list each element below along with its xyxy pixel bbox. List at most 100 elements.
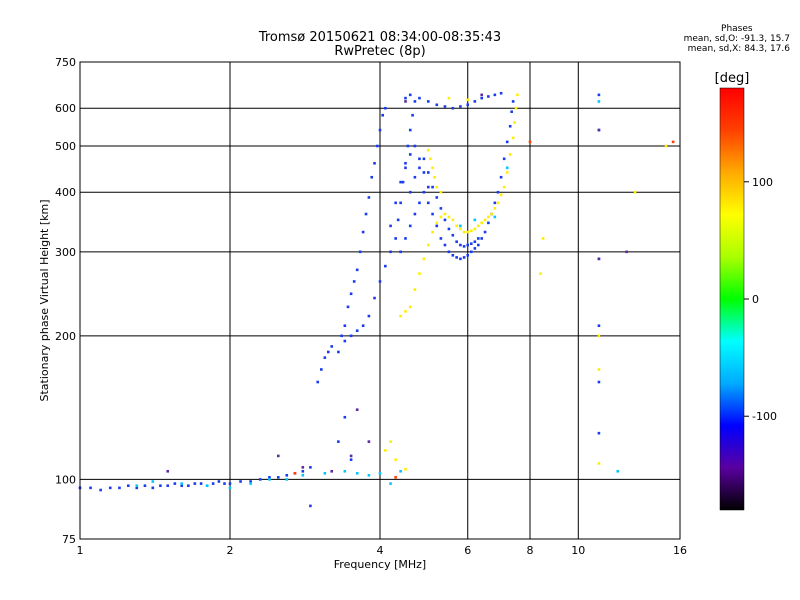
- data-point: [399, 201, 402, 205]
- grid-lines: [79, 61, 681, 540]
- data-point: [193, 482, 197, 485]
- data-point: [408, 153, 412, 156]
- colorbar-tick-label: 100: [752, 176, 773, 189]
- data-point: [455, 256, 458, 259]
- data-point: [480, 221, 484, 225]
- data-point: [211, 482, 215, 485]
- data-point: [404, 161, 407, 165]
- chart-title: Tromsø 20150621 08:34:00-08:35:43: [258, 30, 502, 45]
- data-point: [418, 272, 421, 275]
- data-point: [480, 96, 484, 100]
- data-point: [418, 166, 421, 170]
- data-point: [330, 469, 334, 473]
- data-point: [597, 128, 601, 132]
- data-point: [355, 329, 359, 332]
- data-point: [459, 257, 462, 261]
- data-point: [439, 190, 443, 194]
- data-point: [433, 175, 436, 179]
- data-point: [349, 454, 353, 458]
- x-axis-label: Frequency [MHz]: [334, 558, 426, 571]
- data-point: [343, 339, 347, 343]
- y-axis-ticks: 75 100 200 300 400 500 600 750: [55, 56, 76, 546]
- data-point: [404, 467, 407, 471]
- data-point: [223, 482, 226, 485]
- colorbar-tick-label: -100: [752, 410, 777, 423]
- data-point: [435, 196, 439, 199]
- colorbar-tick-label: 0: [752, 293, 759, 306]
- data-point: [443, 105, 447, 108]
- data-point: [327, 350, 330, 354]
- data-point: [118, 486, 121, 490]
- data-point: [473, 100, 477, 103]
- data-point: [466, 230, 470, 234]
- data-point: [349, 292, 353, 296]
- data-point: [459, 227, 462, 231]
- data-point: [408, 93, 412, 97]
- data-point: [431, 230, 434, 234]
- data-point: [422, 257, 426, 261]
- data-point: [180, 482, 184, 485]
- data-point: [408, 190, 412, 194]
- data-point: [249, 480, 252, 483]
- data-point: [473, 247, 477, 250]
- chart-subtitle: RwPretec (8p): [334, 44, 426, 59]
- data-point: [89, 486, 92, 490]
- data-point: [422, 157, 426, 161]
- data-point: [268, 478, 271, 481]
- data-point: [258, 478, 262, 481]
- data-point: [381, 113, 384, 117]
- data-point: [413, 288, 417, 291]
- data-point: [473, 240, 477, 244]
- plot-frame: [79, 61, 681, 540]
- data-point: [404, 310, 407, 313]
- data-point: [384, 106, 387, 110]
- y-tick-label: 200: [55, 330, 76, 343]
- data-point: [401, 180, 405, 184]
- data-point: [514, 106, 518, 110]
- data-point: [364, 212, 368, 216]
- data-point: [487, 215, 490, 219]
- data-point: [422, 171, 426, 174]
- data-point: [394, 237, 397, 240]
- data-point: [426, 243, 430, 247]
- data-point: [597, 368, 601, 371]
- data-point: [447, 227, 451, 231]
- data-point: [126, 484, 130, 488]
- data-point: [451, 106, 455, 110]
- data-point: [477, 224, 480, 228]
- data-point: [159, 484, 162, 488]
- data-point: [413, 100, 417, 103]
- data-point: [502, 185, 506, 189]
- data-point: [439, 207, 443, 210]
- data-point: [394, 476, 397, 479]
- data-point: [389, 224, 392, 228]
- colorbar: [deg] 100 0 -100: [715, 71, 777, 511]
- data-point: [447, 250, 451, 254]
- data-point: [477, 237, 480, 240]
- data-point: [466, 253, 470, 257]
- data-point: [480, 237, 484, 240]
- data-point: [435, 221, 439, 225]
- data-point: [135, 486, 139, 490]
- data-point: [499, 193, 503, 197]
- data-point: [367, 196, 371, 199]
- data-point: [413, 212, 417, 216]
- data-point: [451, 233, 455, 237]
- data-point: [462, 256, 466, 259]
- data-point: [443, 212, 447, 216]
- data-point: [418, 157, 421, 161]
- scatter-points: [78, 91, 675, 508]
- data-point: [459, 243, 462, 247]
- data-point: [276, 454, 280, 458]
- data-point: [597, 324, 601, 328]
- y-tick-label: 75: [62, 533, 76, 546]
- data-point: [496, 190, 500, 194]
- data-point: [352, 280, 356, 283]
- data-point: [541, 237, 545, 240]
- data-point: [276, 476, 280, 479]
- data-point: [373, 296, 376, 300]
- data-point: [418, 96, 421, 100]
- data-point: [435, 185, 439, 189]
- data-point: [389, 482, 392, 485]
